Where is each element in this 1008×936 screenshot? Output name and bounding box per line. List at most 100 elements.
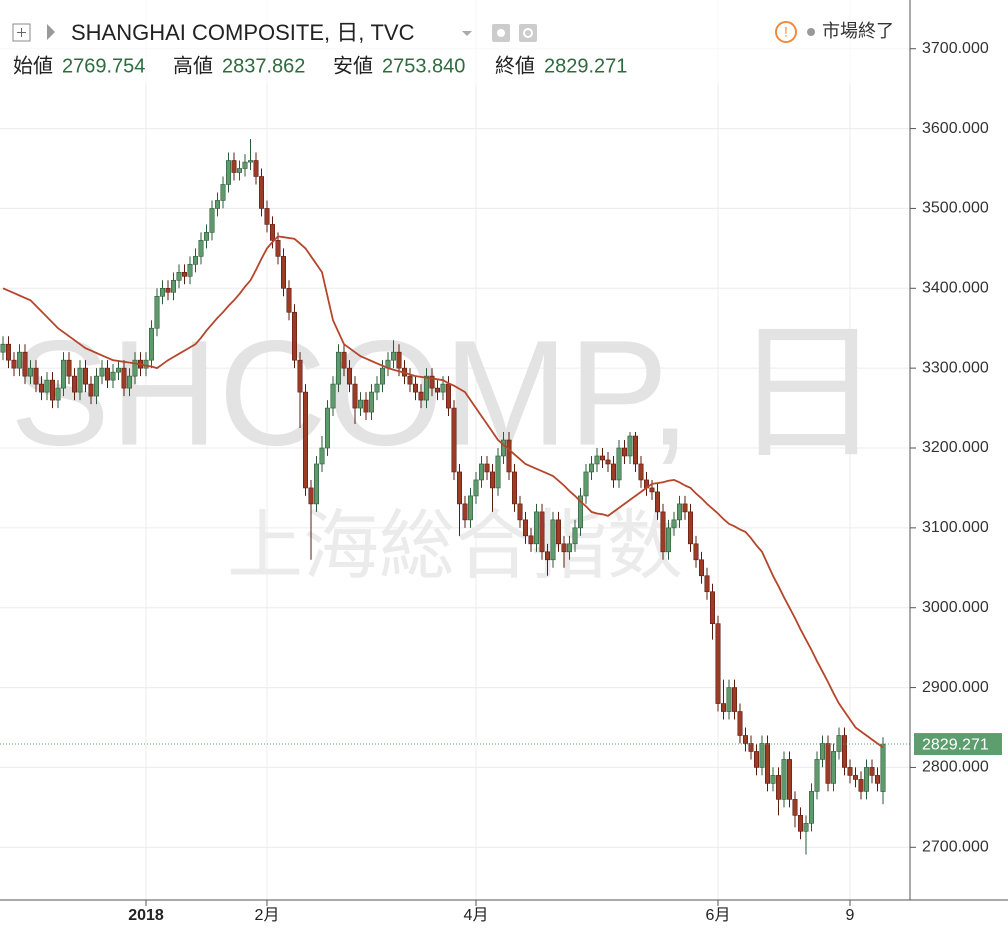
candle-body xyxy=(193,256,199,265)
candle-body xyxy=(665,527,671,553)
candle-body xyxy=(792,799,798,816)
candle-body xyxy=(308,487,314,505)
candle-body xyxy=(357,399,363,409)
candle-body xyxy=(462,503,468,521)
candle-body xyxy=(539,511,545,553)
high-value: 2837.862 xyxy=(222,55,305,77)
x-tick-label: 2月 xyxy=(255,907,280,924)
candle-body xyxy=(726,687,732,712)
candle-body xyxy=(341,351,347,369)
candle-body xyxy=(11,359,17,369)
symbol-title[interactable]: SHANGHAI COMPOSITE, 日, TVC xyxy=(71,20,415,45)
candle-body xyxy=(566,543,572,553)
candle-body xyxy=(836,735,842,752)
candle-body xyxy=(720,703,726,712)
candle-body xyxy=(473,479,479,497)
candle-body xyxy=(797,815,803,832)
candle-body xyxy=(396,351,402,369)
candle-body xyxy=(841,735,847,768)
candle-body xyxy=(737,711,743,736)
candle-body xyxy=(649,487,655,493)
candle-body xyxy=(632,435,638,465)
candle-body xyxy=(572,527,578,545)
candle-body xyxy=(286,287,292,313)
x-tick-label: 6月 xyxy=(706,907,731,924)
candle-body xyxy=(313,463,319,505)
candle-body xyxy=(495,455,501,489)
header-bg xyxy=(0,0,908,84)
y-tick-label: 2900.000 xyxy=(922,679,989,696)
x-tick-label: 4月 xyxy=(464,907,489,924)
candle-body xyxy=(605,459,611,465)
candle-body xyxy=(49,379,55,401)
candle-body xyxy=(330,383,336,409)
y-tick-label: 3200.000 xyxy=(922,439,989,456)
candle-body xyxy=(6,343,12,361)
candle-body xyxy=(764,743,770,784)
candle-body xyxy=(852,775,858,780)
y-tick-label: 3000.000 xyxy=(922,599,989,616)
candle-body xyxy=(775,775,781,800)
candle-body xyxy=(280,256,286,289)
candle-body xyxy=(55,387,61,401)
flag-icon[interactable] xyxy=(47,24,55,40)
candle-body xyxy=(198,240,204,257)
candle-body xyxy=(478,463,484,481)
watermark-name: 上海総合指数 xyxy=(227,504,683,589)
candle-body xyxy=(105,367,111,381)
x-tick-label: 2018 xyxy=(128,907,164,924)
candle-body xyxy=(22,351,28,377)
candle-body xyxy=(742,735,748,744)
candle-body xyxy=(753,751,759,768)
settings-button[interactable] xyxy=(519,24,537,42)
candle-body xyxy=(715,623,721,704)
moving-average xyxy=(2,235,884,749)
candle-body xyxy=(116,367,122,373)
y-tick-label: 2800.000 xyxy=(922,759,989,776)
candle-body xyxy=(132,359,138,377)
candle-body xyxy=(561,543,567,553)
candle-body xyxy=(418,391,424,401)
candle-body xyxy=(220,184,226,201)
status-icon[interactable] xyxy=(775,21,797,43)
candle-body xyxy=(506,439,512,473)
y-tick-label: 3500.000 xyxy=(922,200,989,217)
candle-body xyxy=(27,367,33,377)
candle-body xyxy=(869,767,875,776)
ohlc-row: 始値 2769.754 高値 2837.862 安値 2753.840 終値 2… xyxy=(13,54,627,77)
dropdown-icon[interactable] xyxy=(462,31,472,36)
candle-body xyxy=(693,543,699,561)
eye-icon xyxy=(497,29,505,37)
candle-body xyxy=(99,367,105,377)
candle-body xyxy=(588,463,594,473)
candle-body xyxy=(209,208,215,233)
candle-body xyxy=(687,511,693,545)
candle-body xyxy=(407,375,413,385)
candle-body xyxy=(121,367,127,389)
candle-body xyxy=(275,240,281,257)
candle-body xyxy=(445,383,451,409)
candle-body xyxy=(346,367,352,385)
candle-body xyxy=(264,208,270,225)
candle-body xyxy=(522,519,528,537)
candle-body xyxy=(363,399,369,413)
candle-body xyxy=(819,743,825,760)
candle-body xyxy=(110,371,116,381)
candle-body xyxy=(517,503,523,521)
candle-body xyxy=(379,367,385,385)
open-label: 始値 xyxy=(13,54,53,77)
candle-body xyxy=(352,383,358,409)
candle-body xyxy=(390,351,396,361)
settings-icon xyxy=(523,28,533,38)
candle-body xyxy=(335,351,341,385)
last-price-label: 2829.271 xyxy=(922,736,989,753)
last-price-tag xyxy=(914,733,1002,756)
candle-body xyxy=(874,775,880,784)
candle-body xyxy=(511,471,517,505)
candle-body xyxy=(176,272,182,281)
candle-body xyxy=(127,375,133,389)
candle-body xyxy=(182,272,188,277)
candle-body xyxy=(698,559,704,577)
candle-body xyxy=(429,375,435,389)
